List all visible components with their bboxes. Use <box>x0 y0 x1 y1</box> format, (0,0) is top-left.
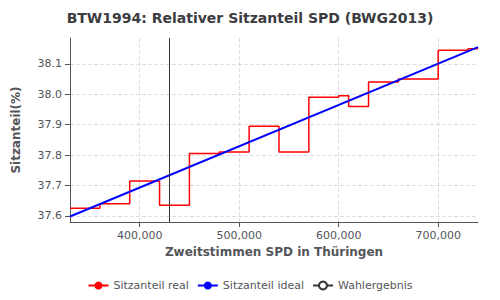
svg-text:700,000: 700,000 <box>415 229 461 242</box>
svg-text:37.9: 37.9 <box>38 118 63 131</box>
svg-text:Sitzanteil(%): Sitzanteil(%) <box>9 86 23 173</box>
svg-text:400,000: 400,000 <box>117 229 163 242</box>
svg-text:500,000: 500,000 <box>216 229 262 242</box>
svg-text:Sitzanteil real: Sitzanteil real <box>113 279 188 292</box>
svg-text:37.7: 37.7 <box>38 179 63 192</box>
svg-text:37.8: 37.8 <box>38 149 63 162</box>
svg-text:Sitzanteil ideal: Sitzanteil ideal <box>223 279 304 292</box>
svg-text:600,000: 600,000 <box>316 229 362 242</box>
svg-text:BTW1994: Relativer Sitzanteil: BTW1994: Relativer Sitzanteil SPD (BWG20… <box>67 10 434 26</box>
svg-text:38.0: 38.0 <box>38 88 63 101</box>
svg-text:38.1: 38.1 <box>38 57 63 70</box>
svg-text:Wahlergebnis: Wahlergebnis <box>338 279 413 292</box>
svg-text:Zweitstimmen SPD in Thüringen: Zweitstimmen SPD in Thüringen <box>165 245 383 259</box>
svg-text:37.6: 37.6 <box>38 209 63 222</box>
